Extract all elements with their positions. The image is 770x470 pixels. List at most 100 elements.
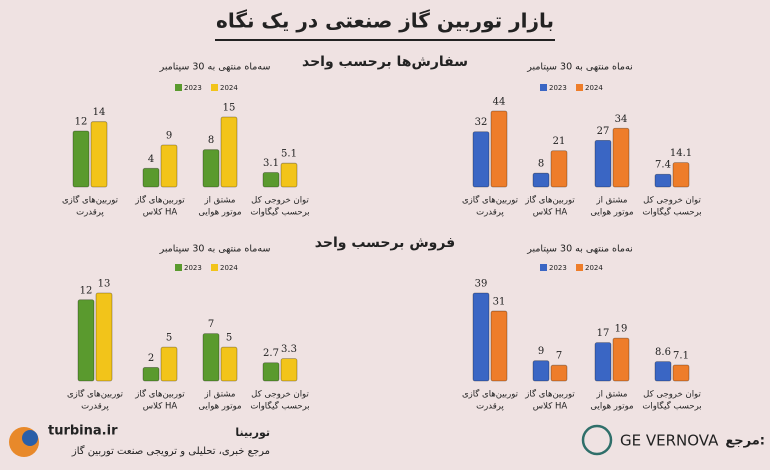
value-label: 7.1 bbox=[673, 350, 689, 361]
value-label: 5.1 bbox=[281, 149, 297, 160]
legend-label: 2024 bbox=[585, 84, 603, 92]
section-title: سفارش‌ها برحسب واحد bbox=[302, 54, 468, 70]
bar bbox=[594, 139, 612, 188]
category-label: توربین‌های گاز bbox=[134, 195, 185, 206]
bar bbox=[654, 173, 672, 188]
category-label: توربین‌های گازی bbox=[62, 195, 119, 206]
category-label: توربین‌های گازی bbox=[67, 389, 124, 400]
bar bbox=[612, 127, 630, 188]
legend-label: 2024 bbox=[220, 264, 238, 272]
legend-swatch bbox=[540, 264, 547, 271]
bar bbox=[72, 130, 90, 188]
bar bbox=[142, 167, 160, 188]
value-label: 12 bbox=[75, 117, 88, 128]
bar bbox=[532, 172, 550, 188]
bar bbox=[550, 364, 568, 382]
value-label: 5 bbox=[166, 333, 172, 344]
category-label: کلاس HA bbox=[533, 402, 568, 412]
bar bbox=[280, 162, 298, 188]
category-label: مشتق از bbox=[204, 196, 236, 206]
value-label: 3.3 bbox=[281, 344, 297, 355]
category-label: توربین‌های گازی bbox=[462, 389, 519, 400]
category-label: مشتق از bbox=[204, 390, 236, 400]
bar bbox=[220, 116, 238, 188]
bar bbox=[490, 310, 508, 382]
legend-swatch bbox=[211, 264, 218, 271]
category-label: مشتق از bbox=[596, 196, 628, 206]
bar bbox=[472, 292, 490, 382]
source: GE VERNOVA bbox=[620, 432, 719, 450]
category-label: کلاس HA bbox=[143, 402, 178, 412]
brand: توربینا bbox=[235, 426, 270, 439]
value-label: 7 bbox=[556, 351, 562, 362]
bar bbox=[490, 110, 508, 188]
value-label: 8 bbox=[538, 159, 544, 170]
chart-subtitle: سه‌ماه منتهی به 30 سپتامبر bbox=[159, 244, 271, 255]
value-label: 19 bbox=[615, 324, 628, 335]
legend-swatch bbox=[576, 84, 583, 91]
value-label: 39 bbox=[475, 279, 488, 290]
legend-swatch bbox=[175, 84, 182, 91]
bar bbox=[220, 346, 238, 382]
legend-label: 2023 bbox=[549, 264, 567, 272]
source-label: مرجع: bbox=[725, 434, 765, 449]
value-label: 31 bbox=[493, 297, 506, 308]
bar bbox=[550, 150, 568, 188]
value-label: 8 bbox=[208, 135, 214, 146]
chart-subtitle: نه‌ماه منتهی به 30 سپتامبر bbox=[526, 62, 633, 73]
category-label: توان خروجی کل bbox=[643, 390, 701, 400]
legend-swatch bbox=[211, 84, 218, 91]
category-label: موتور هوایی bbox=[590, 208, 633, 218]
category-label: مشتق از bbox=[596, 390, 628, 400]
chart-subtitle: سه‌ماه منتهی به 30 سپتامبر bbox=[159, 62, 271, 73]
tagline: مرجع خبری، تحلیلی و ترویجی صنعت توربین گ… bbox=[71, 445, 270, 457]
category-label: موتور هوایی bbox=[198, 402, 241, 412]
bar bbox=[280, 358, 298, 382]
value-label: 44 bbox=[493, 97, 506, 108]
category-label: موتور هوایی bbox=[590, 402, 633, 412]
bar bbox=[160, 144, 178, 188]
bar bbox=[202, 333, 220, 382]
category-label: پرقدرت bbox=[476, 402, 504, 412]
bar bbox=[612, 337, 630, 382]
turbina-logo bbox=[22, 430, 38, 446]
legend-swatch bbox=[175, 264, 182, 271]
legend-label: 2023 bbox=[184, 264, 202, 272]
value-label: 32 bbox=[475, 117, 488, 128]
value-label: 9 bbox=[538, 346, 544, 357]
bar bbox=[77, 299, 95, 382]
legend-label: 2024 bbox=[220, 84, 238, 92]
category-label: برحسب گیگاوات bbox=[642, 401, 701, 412]
value-label: 9 bbox=[166, 131, 172, 142]
value-label: 21 bbox=[553, 136, 566, 147]
bar bbox=[654, 361, 672, 382]
category-label: پرقدرت bbox=[476, 208, 504, 218]
value-label: 2.7 bbox=[263, 348, 279, 359]
value-label: 34 bbox=[615, 114, 628, 125]
value-label: 8.6 bbox=[655, 347, 671, 358]
category-label: برحسب گیگاوات bbox=[250, 401, 309, 412]
value-label: 4 bbox=[148, 154, 154, 165]
bar bbox=[90, 121, 108, 188]
category-label: پرقدرت bbox=[81, 402, 109, 412]
value-label: 13 bbox=[98, 279, 111, 290]
category-label: توان خروجی کل bbox=[643, 196, 701, 206]
category-label: برحسب گیگاوات bbox=[250, 207, 309, 218]
value-label: 3.1 bbox=[263, 158, 279, 169]
section-title: فروش برحسب واحد bbox=[315, 235, 455, 251]
legend-label: 2023 bbox=[549, 84, 567, 92]
bar bbox=[95, 292, 113, 382]
value-label: 7 bbox=[208, 319, 214, 330]
category-label: موتور هوایی bbox=[198, 208, 241, 218]
chart-subtitle: نه‌ماه منتهی به 30 سپتامبر bbox=[526, 244, 633, 255]
value-label: 5 bbox=[226, 333, 232, 344]
bar bbox=[672, 162, 690, 188]
value-label: 7.4 bbox=[655, 160, 671, 171]
category-label: توربین‌های گازی bbox=[462, 195, 519, 206]
value-label: 14.1 bbox=[670, 148, 692, 159]
category-label: توربین‌های گاز bbox=[524, 195, 575, 206]
legend-swatch bbox=[576, 264, 583, 271]
category-label: توان خروجی کل bbox=[251, 196, 309, 206]
